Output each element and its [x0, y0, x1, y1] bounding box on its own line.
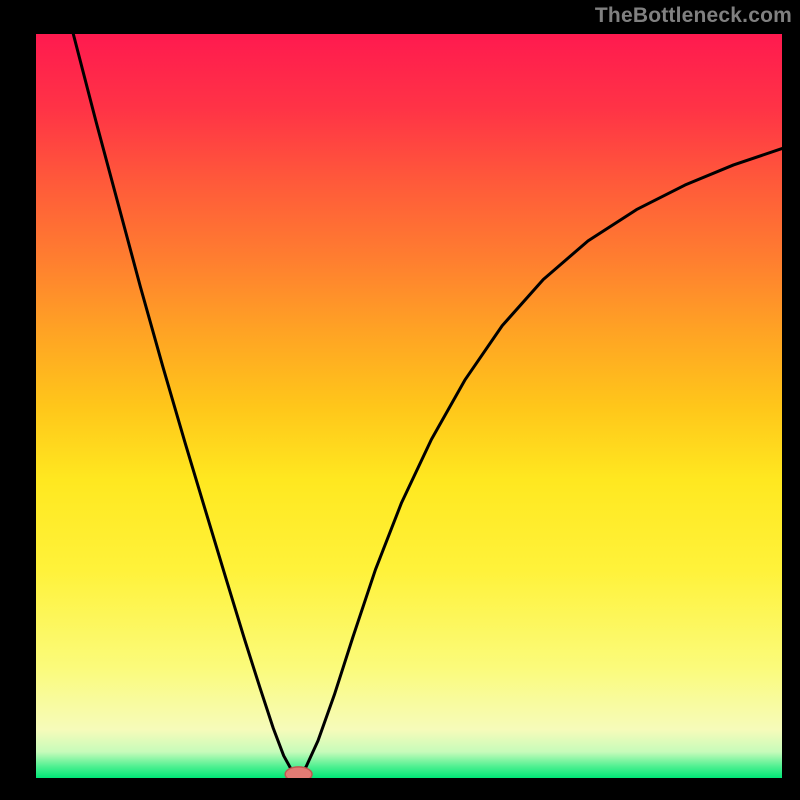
minimum-marker [285, 767, 312, 778]
chart-background [36, 34, 782, 778]
plot-area [36, 34, 782, 778]
watermark-text: TheBottleneck.com [595, 4, 792, 28]
chart-container: TheBottleneck.com [0, 0, 800, 800]
bottleneck-curve-chart [36, 34, 782, 778]
